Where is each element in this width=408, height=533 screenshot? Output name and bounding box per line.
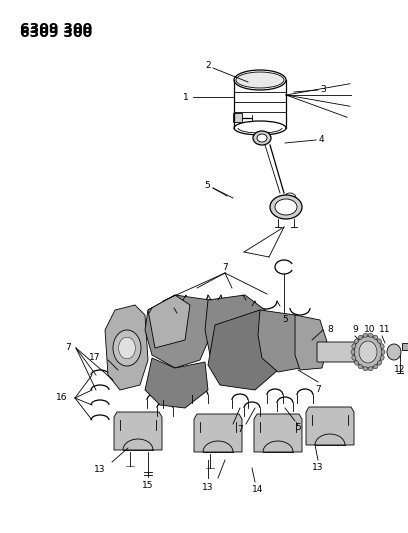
- Ellipse shape: [358, 335, 363, 340]
- Text: 6309 300: 6309 300: [20, 22, 92, 36]
- Text: 13: 13: [312, 464, 324, 472]
- Text: 16: 16: [56, 393, 68, 402]
- Text: 13: 13: [94, 465, 106, 474]
- Text: 2: 2: [205, 61, 211, 70]
- Polygon shape: [306, 407, 354, 445]
- Ellipse shape: [368, 333, 373, 337]
- Text: 5: 5: [295, 423, 301, 432]
- Text: 4: 4: [318, 135, 324, 144]
- Ellipse shape: [368, 367, 373, 371]
- Ellipse shape: [352, 344, 356, 349]
- Polygon shape: [208, 310, 280, 390]
- Polygon shape: [145, 358, 208, 408]
- Text: 13: 13: [202, 483, 214, 492]
- Ellipse shape: [257, 134, 267, 142]
- Text: 7: 7: [65, 343, 71, 352]
- Text: 7: 7: [237, 425, 243, 434]
- Ellipse shape: [270, 195, 302, 219]
- Ellipse shape: [373, 335, 378, 340]
- Ellipse shape: [354, 361, 359, 365]
- Text: 7: 7: [315, 385, 321, 394]
- Text: 7: 7: [222, 263, 228, 272]
- Ellipse shape: [377, 339, 382, 343]
- Polygon shape: [105, 305, 148, 390]
- Ellipse shape: [113, 330, 141, 366]
- Ellipse shape: [354, 336, 382, 368]
- Polygon shape: [145, 295, 215, 368]
- Ellipse shape: [363, 367, 368, 371]
- Text: 12: 12: [394, 366, 406, 375]
- Ellipse shape: [351, 350, 355, 354]
- FancyBboxPatch shape: [317, 342, 361, 362]
- Ellipse shape: [236, 72, 284, 88]
- Text: 17: 17: [89, 353, 101, 362]
- Polygon shape: [258, 310, 305, 372]
- Ellipse shape: [119, 337, 135, 359]
- Text: 10: 10: [364, 326, 376, 335]
- Ellipse shape: [253, 131, 271, 145]
- Ellipse shape: [381, 350, 385, 354]
- Ellipse shape: [363, 333, 368, 337]
- Polygon shape: [148, 295, 190, 348]
- Polygon shape: [194, 414, 242, 452]
- Ellipse shape: [352, 356, 356, 360]
- Polygon shape: [205, 295, 265, 360]
- Text: 14: 14: [252, 486, 264, 495]
- Polygon shape: [114, 412, 162, 450]
- Text: 9: 9: [352, 326, 358, 335]
- Text: 1: 1: [183, 93, 189, 101]
- Ellipse shape: [358, 365, 363, 369]
- Text: 15: 15: [142, 481, 154, 489]
- Text: 8: 8: [327, 326, 333, 335]
- Ellipse shape: [373, 365, 378, 369]
- Ellipse shape: [387, 344, 401, 360]
- Text: 3: 3: [320, 85, 326, 94]
- Ellipse shape: [354, 339, 359, 343]
- Polygon shape: [254, 414, 302, 452]
- Polygon shape: [402, 343, 408, 350]
- Text: 6309 300: 6309 300: [20, 26, 93, 39]
- FancyBboxPatch shape: [233, 114, 242, 123]
- Text: 5: 5: [204, 182, 210, 190]
- Ellipse shape: [275, 199, 297, 215]
- Polygon shape: [295, 315, 328, 370]
- Text: 5: 5: [282, 314, 288, 324]
- Ellipse shape: [359, 341, 377, 363]
- Text: 11: 11: [379, 326, 391, 335]
- Ellipse shape: [377, 361, 382, 365]
- Ellipse shape: [380, 344, 384, 349]
- Ellipse shape: [380, 356, 384, 360]
